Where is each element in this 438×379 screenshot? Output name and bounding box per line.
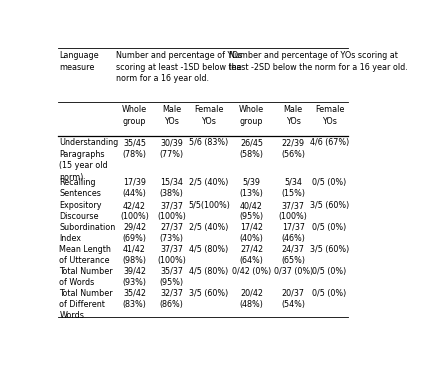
Text: Number and percentage of YOs scoring at
least -2SD below the norm for a 16 year : Number and percentage of YOs scoring at … — [228, 51, 406, 72]
Text: Male
YOs: Male YOs — [162, 105, 181, 126]
Text: 3/5 (60%): 3/5 (60%) — [309, 245, 349, 254]
Text: 37/37
(100%): 37/37 (100%) — [278, 201, 307, 221]
Text: 20/37
(54%): 20/37 (54%) — [281, 288, 304, 309]
Text: 0/5 (0%): 0/5 (0%) — [312, 223, 346, 232]
Text: Whole
group: Whole group — [122, 105, 147, 126]
Text: 35/37
(95%): 35/37 (95%) — [159, 267, 184, 287]
Text: 0/37 (0%): 0/37 (0%) — [273, 267, 312, 276]
Text: 2/5 (40%): 2/5 (40%) — [189, 178, 228, 187]
Text: Total Number
of Words: Total Number of Words — [59, 267, 113, 287]
Text: 3/5 (60%): 3/5 (60%) — [189, 288, 228, 298]
Text: 27/42
(64%): 27/42 (64%) — [239, 245, 263, 265]
Text: Recalling
Sentences: Recalling Sentences — [59, 178, 101, 198]
Text: 35/45
(78%): 35/45 (78%) — [122, 138, 146, 159]
Text: 4/6 (67%): 4/6 (67%) — [309, 138, 349, 147]
Text: 32/37
(86%): 32/37 (86%) — [159, 288, 183, 309]
Text: 17/42
(40%): 17/42 (40%) — [239, 223, 263, 243]
Text: 17/39
(44%): 17/39 (44%) — [122, 178, 146, 198]
Text: Expository
Discourse: Expository Discourse — [59, 201, 102, 221]
Text: 15/34
(38%): 15/34 (38%) — [159, 178, 183, 198]
Text: Mean Length
of Utterance: Mean Length of Utterance — [59, 245, 111, 265]
Text: Understanding
Paragraphs
(15 year old
norm): Understanding Paragraphs (15 year old no… — [59, 138, 118, 182]
Text: Whole
group: Whole group — [238, 105, 264, 126]
Text: Female
YOs: Female YOs — [314, 105, 343, 126]
Text: 35/42
(83%): 35/42 (83%) — [122, 288, 146, 309]
Text: Subordination
Index: Subordination Index — [59, 223, 115, 243]
Text: Total Number
of Different
Words: Total Number of Different Words — [59, 288, 113, 321]
Text: 40/42
(95%): 40/42 (95%) — [239, 201, 263, 221]
Text: 24/37
(65%): 24/37 (65%) — [281, 245, 304, 265]
Text: 37/37
(100%): 37/37 (100%) — [157, 245, 186, 265]
Text: 5/6 (83%): 5/6 (83%) — [189, 138, 228, 147]
Text: Male
YOs: Male YOs — [283, 105, 302, 126]
Text: 0/5 (0%): 0/5 (0%) — [312, 288, 346, 298]
Text: 37/37
(100%): 37/37 (100%) — [157, 201, 186, 221]
Text: 0/5 (0%): 0/5 (0%) — [312, 178, 346, 187]
Text: 30/39
(77%): 30/39 (77%) — [159, 138, 184, 159]
Text: 5/34
(15%): 5/34 (15%) — [281, 178, 304, 198]
Text: 0/42 (0%): 0/42 (0%) — [231, 267, 271, 276]
Text: 2/5 (40%): 2/5 (40%) — [189, 223, 228, 232]
Text: 5/39
(13%): 5/39 (13%) — [239, 178, 263, 198]
Text: Number and percentage of YOs
scoring at least -1SD below the
norm for a 16 year : Number and percentage of YOs scoring at … — [116, 51, 242, 83]
Text: 3/5 (60%): 3/5 (60%) — [309, 201, 349, 210]
Text: 29/42
(69%): 29/42 (69%) — [122, 223, 146, 243]
Text: 41/42
(98%): 41/42 (98%) — [122, 245, 146, 265]
Text: 4/5 (80%): 4/5 (80%) — [189, 267, 228, 276]
Text: 42/42
(100%): 42/42 (100%) — [120, 201, 148, 221]
Text: 5/5(100%): 5/5(100%) — [187, 201, 230, 210]
Text: 0/5 (0%): 0/5 (0%) — [312, 267, 346, 276]
Text: 22/39
(56%): 22/39 (56%) — [281, 138, 304, 159]
Text: 20/42
(48%): 20/42 (48%) — [239, 288, 263, 309]
Text: Language
measure: Language measure — [59, 51, 99, 72]
Text: 4/5 (80%): 4/5 (80%) — [189, 245, 228, 254]
Text: Female
YOs: Female YOs — [194, 105, 223, 126]
Text: 39/42
(93%): 39/42 (93%) — [122, 267, 146, 287]
Text: 17/37
(46%): 17/37 (46%) — [281, 223, 304, 243]
Text: 26/45
(58%): 26/45 (58%) — [239, 138, 263, 159]
Text: 27/37
(73%): 27/37 (73%) — [159, 223, 184, 243]
